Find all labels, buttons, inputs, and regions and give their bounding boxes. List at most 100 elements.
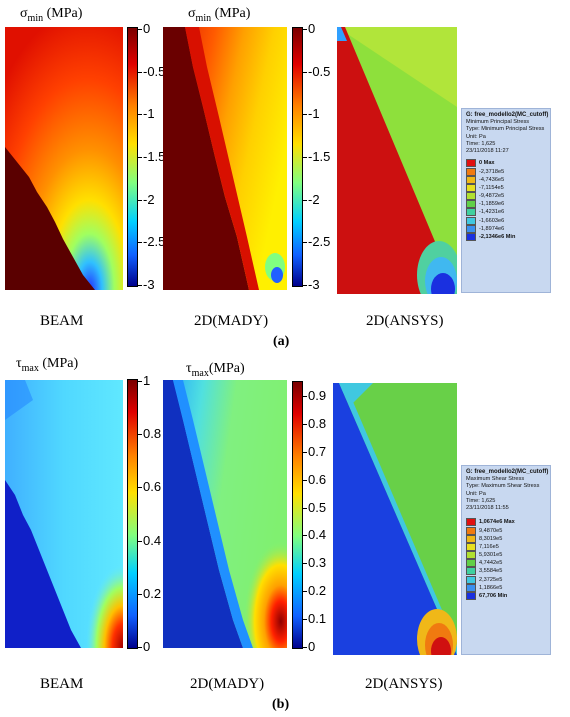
colorbar-b-beam-tickmark [138, 647, 142, 648]
legend-b-swatch [466, 534, 476, 543]
title-a-mady: σmin (MPa) [188, 6, 251, 24]
legend-a-swatch [466, 200, 476, 209]
colorbar-b-mady-tick-label: 0.5 [308, 499, 327, 515]
colorbar-a-beam-tick-label: -1.5 [143, 149, 166, 164]
legend-b-info-line: Type: Maximum Shear Stress [466, 483, 540, 490]
legend-a-entry-label: 0 Max [479, 160, 495, 167]
colorbar-b-beam-tickmark [138, 593, 142, 595]
legend-a-entry-label: -1,6603e6 [479, 217, 505, 224]
legend-a-info-line: 23/11/2018 11:27 [466, 148, 509, 155]
colorbar-b-beam-tickmark [138, 434, 142, 436]
colorbar-a-mady-tick-label: 0 [308, 21, 316, 36]
legend-b-entry-label: 8,3019e5 [479, 535, 503, 542]
legend-b-info-line: Time: 1,625 [466, 497, 496, 504]
legend-b-entry: 7,116e5 [466, 542, 546, 551]
colorbar-a-beam-tickmark [138, 242, 142, 244]
title-b-mady: τmax(MPa) [186, 361, 245, 379]
colorbar-b-beam-tickmark [138, 540, 142, 542]
colorbar-b-mady-tickmark [303, 647, 307, 648]
legend-b-entry: 2,3725e5 [466, 575, 546, 584]
colorbar-a-beam-tick-label: -2 [143, 191, 155, 207]
title-b-beam: τmax (MPa) [16, 356, 79, 374]
colorbar-b-beam [127, 379, 138, 649]
caption-a-ansys: 2D(ANSYS) [366, 313, 444, 329]
colorbar-b-beam-tick-label: 0.8 [143, 426, 162, 442]
colorbar-a-beam-tickmark [138, 114, 142, 116]
legend-a-entry-label: -4,7436e5 [479, 176, 505, 183]
legend-a-ansys: G: free_modello2(MC_cutoff) Minimum Prin… [461, 108, 551, 293]
legend-b-swatch [466, 583, 476, 592]
colorbar-b-mady-tick-label: 0.7 [308, 443, 327, 459]
legend-b-swatch [466, 559, 476, 568]
legend-a-entry: -1,1859e6 [466, 200, 546, 209]
colorbar-b-mady-tickmark [303, 619, 307, 621]
legend-a-entry-label: -2,3718e5 [479, 168, 505, 175]
legend-a-info-line: Minimum Principal Stress [466, 119, 530, 126]
colorbar-b-mady-tickmark [303, 451, 307, 453]
legend-a-entry-label: -9,4872e5 [479, 193, 505, 200]
colorbar-b-mady-tick-label: 0.1 [308, 611, 327, 627]
colorbar-a-beam-tickmark [138, 157, 142, 158]
legend-a-entry: -9,4872e5 [466, 192, 546, 201]
colorbar-b-mady-tick-label: 0.2 [308, 583, 327, 599]
colorbar-b-mady-tick-label: 0.8 [308, 415, 327, 431]
colorbar-a-mady-tick-label: -0.5 [308, 63, 331, 79]
colorbar-a-mady-tickmark [303, 285, 307, 286]
legend-b-swatch [466, 526, 476, 535]
legend-b-swatch [466, 592, 476, 600]
colorbar-b-mady-tick-label: 0.6 [308, 471, 327, 487]
legend-b-entry-label: 1,0674e6 Max [479, 519, 515, 526]
colorbar-b-beam-tickmark [138, 381, 142, 382]
legend-a-entry: -2,3718e5 [466, 167, 546, 176]
legend-a-entry: 0 Max [466, 159, 546, 168]
legend-b-entry: 1,0674e6 Max [466, 518, 546, 527]
caption-a-mady: 2D(MADY) [194, 313, 269, 329]
legend-b-swatch [466, 542, 476, 551]
colorbar-b-mady-tickmark [303, 423, 307, 425]
legend-a-entry-label: -2,1346e6 Min [479, 234, 516, 240]
legend-b-info-line: Maximum Shear Stress [466, 476, 525, 483]
legend-b-entry-label: 5,9301e5 [479, 552, 503, 559]
legend-b-ansys: G: free_modello2(MC_cutoff) Maximum Shea… [461, 465, 551, 655]
legend-a-entry: -7,1154e5 [466, 183, 546, 192]
map-b-mady [163, 380, 287, 648]
legend-a-swatch [466, 224, 476, 233]
colorbar-a-beam-tick-label: -2.5 [143, 234, 166, 250]
legend-b-info-line: Unit: Pa [466, 490, 486, 497]
colorbar-b-beam-tick-label: 0 [143, 639, 151, 654]
legend-b-swatch [466, 551, 476, 560]
legend-b-entry-label: 67,706 Min [479, 593, 508, 599]
colorbar-b-mady-tickmark [303, 563, 307, 565]
colorbar-b-beam-tick-label: 1 [143, 373, 151, 388]
legend-a-swatch [466, 233, 476, 241]
label-a: (a) [273, 334, 290, 349]
colorbar-a-mady-tickmark [303, 242, 307, 244]
legend-a-entry: -4,7436e5 [466, 175, 546, 184]
legend-b-entry-label: 9,4870e5 [479, 527, 503, 534]
colorbar-a-mady-tick-label: -1 [308, 106, 320, 122]
colorbar-a-beam [127, 27, 138, 287]
legend-b-entry: 1,1866e5 [466, 583, 546, 592]
colorbar-a-mady-tick-label: -2 [308, 191, 320, 207]
colorbar-b-mady-tick-label: 0.9 [308, 388, 327, 403]
legend-b-entry: 3,5584e5 [466, 567, 546, 576]
colorbar-a-mady-tickmark [303, 157, 307, 158]
map-b-beam [5, 380, 123, 648]
caption-a-beam: BEAM [40, 313, 84, 329]
legend-b-entry: 4,7442e5 [466, 559, 546, 568]
colorbar-a-mady-tickmark [303, 29, 307, 30]
colorbar-b-mady-tickmark [303, 479, 307, 481]
legend-b-entry-label: 2,3725e5 [479, 576, 503, 583]
legend-a-entry: -1,6603e6 [466, 216, 546, 225]
colorbar-a-mady-tickmark [303, 114, 307, 116]
colorbar-a-beam-tickmark [138, 71, 142, 73]
legend-a-swatch [466, 183, 476, 192]
colorbar-b-mady-tickmark [303, 507, 307, 509]
colorbar-b-beam-tick-label: 0.4 [143, 532, 162, 548]
legend-a-entry: -1,8974e6 [466, 224, 546, 233]
colorbar-a-mady-tick-label: -1.5 [308, 149, 331, 164]
colorbar-a-mady-tick-label: -2.5 [308, 234, 331, 250]
colorbar-a-mady-tickmark [303, 199, 307, 201]
map-b-ansys [333, 383, 457, 655]
colorbar-a-mady-tick-label: -3 [308, 277, 320, 292]
